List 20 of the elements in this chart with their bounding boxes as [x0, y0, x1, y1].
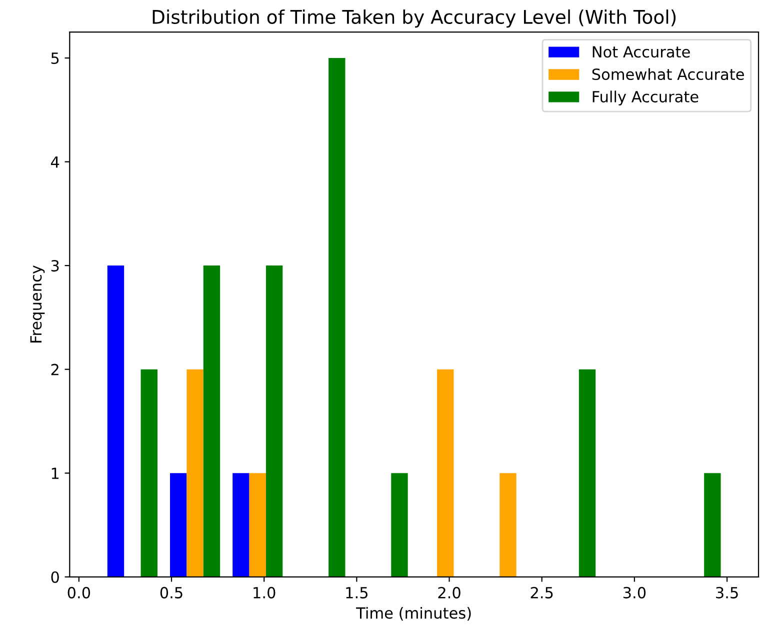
x-tick-label: 2.0 — [438, 586, 460, 598]
y-tick-label: 3 — [51, 260, 59, 272]
x-tick-label: 0.0 — [68, 586, 90, 598]
y-tick-label: 0 — [51, 571, 59, 583]
legend-label: Somewhat Accurate — [592, 68, 744, 80]
legend-label: Fully Accurate — [592, 90, 698, 106]
x-tick-label: 3.0 — [623, 586, 646, 598]
legend-label: Not Accurate — [592, 46, 690, 58]
x-tick-label: 1.5 — [346, 587, 368, 598]
y-tick-label: 2 — [51, 364, 58, 376]
x-tick-label: 1.0 — [254, 586, 276, 598]
x-tick-label: 0.5 — [160, 586, 182, 598]
x-tick-label: 2.5 — [530, 586, 553, 598]
y-tick-label: 1 — [52, 468, 59, 479]
x-axis-title: Time (minutes) — [356, 606, 471, 621]
y-tick-label: 4 — [50, 156, 60, 168]
y-tick-label: 5 — [51, 52, 59, 64]
y-axis-title: Frequency — [30, 265, 45, 342]
x-tick-label: 3.5 — [716, 586, 738, 598]
chart-title: Distribution of Time Taken by Accuracy Level (With Tool) — [152, 9, 676, 28]
